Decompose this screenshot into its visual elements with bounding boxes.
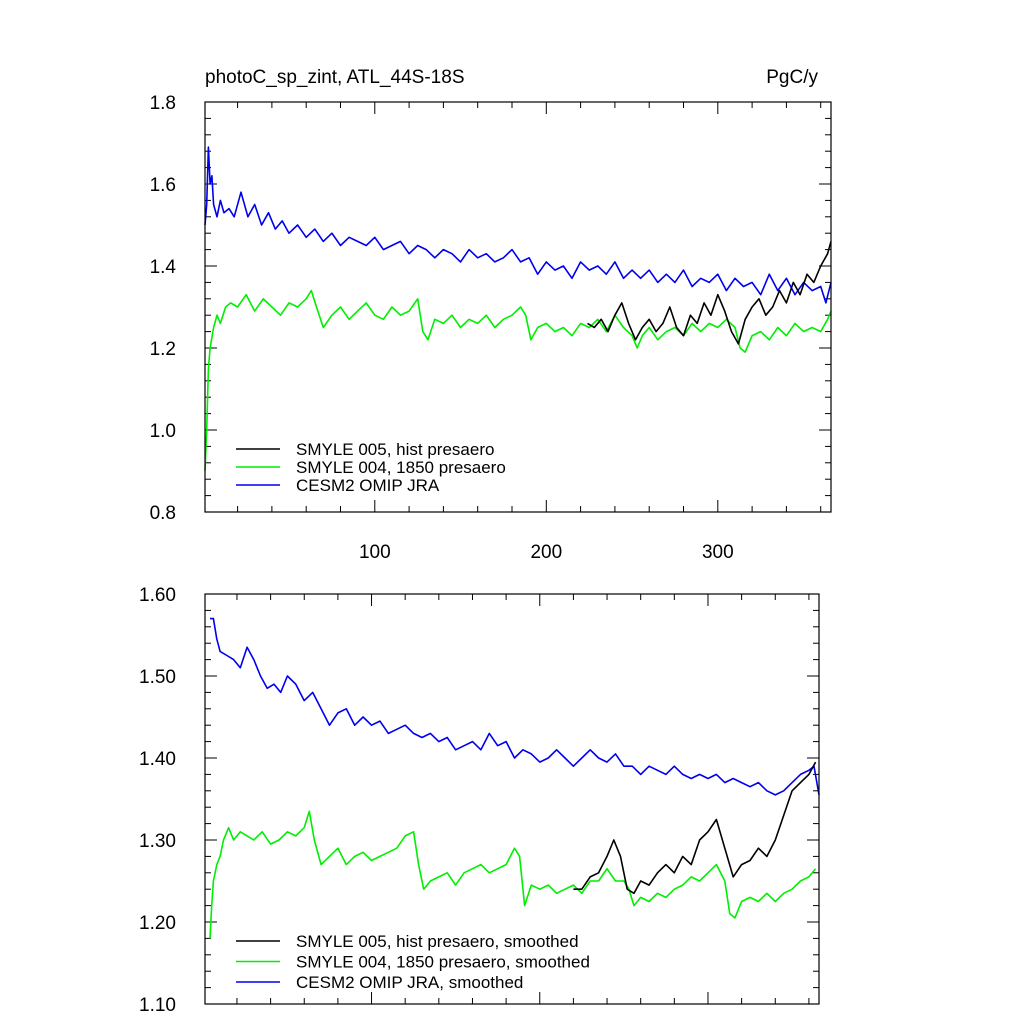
bottom-y-tick-label: 1.20 bbox=[139, 913, 176, 934]
top-legend-label: SMYLE 004, 1850 presaero bbox=[296, 458, 506, 477]
top-series-line-0 bbox=[587, 241, 832, 345]
bottom-panel-y-axis: 1.10 1.20 1.30 1.40 1.50 1.60 bbox=[139, 585, 176, 1016]
bottom-series-line-0 bbox=[573, 761, 817, 895]
top-panel-series bbox=[204, 146, 832, 472]
top-y-tick-label: 1.2 bbox=[150, 339, 176, 360]
top-x-tick-label: 300 bbox=[702, 542, 734, 563]
top-panel: photoC_sp_zint, ATL_44S-18S PgC/y 0.8 1.0… bbox=[150, 67, 832, 563]
top-series-line-2 bbox=[204, 146, 832, 304]
bottom-y-tick-label: 1.60 bbox=[139, 585, 176, 606]
bottom-legend-label: SMYLE 004, 1850 presaero, smoothed bbox=[296, 953, 590, 972]
top-panel-y-axis: 0.8 1.0 1.2 1.4 1.6 1.8 bbox=[150, 93, 177, 524]
bottom-y-tick-label: 1.40 bbox=[139, 749, 176, 770]
top-y-tick-label: 0.8 bbox=[150, 503, 176, 524]
top-y-tick-label: 1.4 bbox=[150, 257, 177, 278]
bottom-y-tick-label: 1.30 bbox=[139, 831, 176, 852]
bottom-legend-label: CESM2 OMIP JRA, smoothed bbox=[296, 973, 523, 992]
top-legend-label: CESM2 OMIP JRA bbox=[296, 476, 440, 495]
top-series-line-1 bbox=[204, 289, 832, 472]
bottom-panel-frame bbox=[204, 593, 820, 1005]
top-y-tick-label: 1.8 bbox=[150, 93, 176, 114]
top-panel-frame bbox=[204, 101, 832, 513]
bottom-y-tick-label: 1.50 bbox=[139, 667, 176, 688]
top-x-tick-label: 100 bbox=[359, 542, 391, 563]
bottom-legend-label: SMYLE 005, hist presaero, smoothed bbox=[296, 932, 579, 951]
top-panel-x-axis: 100 200 300 bbox=[359, 542, 734, 563]
top-legend-label: SMYLE 005, hist presaero bbox=[296, 440, 494, 459]
top-y-tick-label: 1.0 bbox=[150, 421, 176, 442]
bottom-panel-series bbox=[209, 617, 820, 939]
bottom-series-line-2 bbox=[210, 617, 820, 796]
top-panel-title: photoC_sp_zint, ATL_44S-18S bbox=[205, 67, 465, 88]
bottom-series-line-1 bbox=[209, 810, 817, 939]
top-x-tick-label: 200 bbox=[530, 542, 562, 563]
top-panel-units: PgC/y bbox=[766, 67, 818, 88]
top-panel-ticks bbox=[205, 101, 831, 513]
bottom-panel: 1.10 1.20 1.30 1.40 1.50 1.60 SMYLE 005, hist… bbox=[139, 585, 820, 1016]
bottom-y-tick-label: 1.10 bbox=[139, 995, 176, 1016]
top-y-tick-label: 1.6 bbox=[150, 175, 176, 196]
bottom-panel-legend: SMYLE 005, hist presaero, smoothed SMYLE … bbox=[236, 932, 590, 992]
